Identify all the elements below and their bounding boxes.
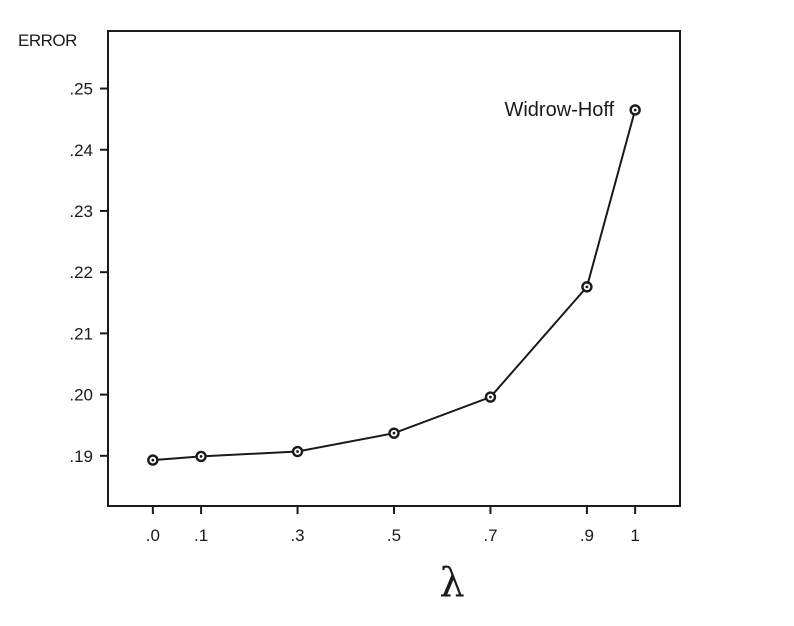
data-point xyxy=(388,427,400,439)
x-tick-label: .5 xyxy=(387,526,401,545)
x-tick-label: .3 xyxy=(290,526,304,545)
series-line xyxy=(152,109,637,462)
y-tick-label: .23 xyxy=(69,202,93,221)
y-tick-label: .25 xyxy=(69,80,93,99)
x-tick-label: .9 xyxy=(580,526,594,545)
widrow-hoff-annotation: Widrow-Hoff xyxy=(504,99,614,121)
x-axis-label: λ xyxy=(439,560,464,606)
y-tick-label: .19 xyxy=(69,447,93,466)
y-axis-label: ERROR xyxy=(18,31,77,50)
x-axis-ticks: .0 .1 .3 .5 .7 .9 1 xyxy=(146,506,640,545)
y-tick-label: .22 xyxy=(69,263,93,282)
data-point xyxy=(484,391,497,403)
data-point xyxy=(581,281,593,293)
data-point xyxy=(147,454,159,466)
y-tick-label: .24 xyxy=(69,141,93,160)
x-tick-label: 1 xyxy=(630,526,639,545)
y-tick-label: .21 xyxy=(69,324,93,343)
data-point xyxy=(195,450,207,463)
data-points xyxy=(147,104,641,466)
y-axis-ticks: .25 .24 .23 .22 .21 .20 .19 xyxy=(69,80,108,466)
x-tick-label: .7 xyxy=(483,526,497,545)
x-tick-label: .0 xyxy=(146,526,160,545)
y-tick-label: .20 xyxy=(69,386,93,405)
data-point xyxy=(291,445,304,458)
data-point xyxy=(629,104,641,116)
x-tick-label: .1 xyxy=(194,526,208,545)
